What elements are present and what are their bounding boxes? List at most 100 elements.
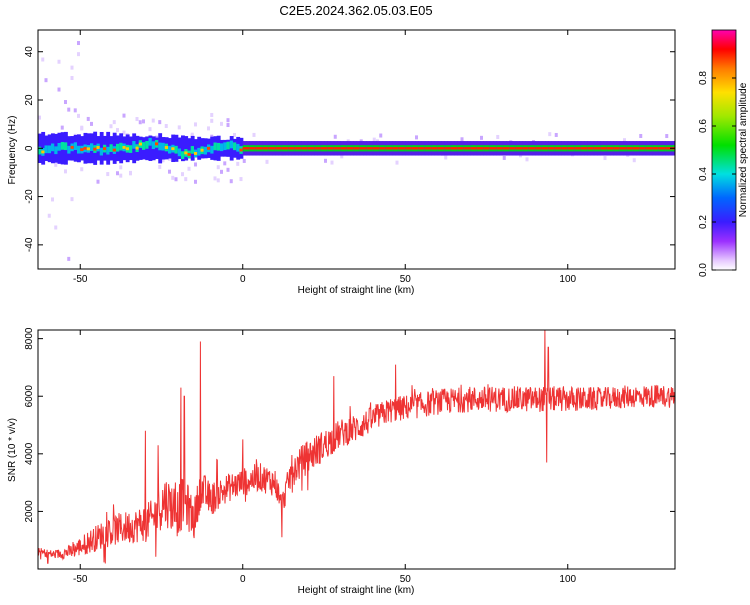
spectrogram-cell: [138, 136, 143, 160]
spectrogram-cell: [665, 134, 669, 139]
spectrogram-cell: [151, 118, 155, 123]
spectrogram-cell: [340, 147, 345, 150]
spectrogram-cell: [324, 147, 328, 150]
spectrogram-cell: [584, 147, 588, 150]
colorbar-label: Normalized spectral amplitude: [738, 82, 749, 217]
spectrogram-cell: [613, 147, 618, 150]
spectrogram-cell: [174, 177, 178, 182]
spectrogram-cell: [509, 147, 514, 150]
y-tick-label: 8000: [24, 327, 35, 350]
spectrogram-cell: [174, 145, 179, 154]
spectrogram-cell: [428, 147, 432, 150]
x-tick-label: 50: [400, 274, 412, 285]
spectrogram-cell: [246, 147, 250, 150]
spectrogram-cell: [402, 147, 406, 150]
spectrogram-cell: [41, 57, 45, 62]
spectrogram-cell: [119, 142, 124, 151]
spectrogram-cell: [38, 146, 42, 155]
x-tick-label: -50: [73, 274, 88, 285]
spectrogram-cell: [512, 147, 517, 150]
spectrogram-cell: [376, 147, 380, 150]
spectrogram-cell: [177, 137, 182, 160]
spectrogram-frame: [37, 29, 676, 270]
spectrogram-cell: [415, 135, 418, 140]
spectrogram-cell: [655, 147, 660, 150]
spectrogram-cell: [213, 142, 218, 151]
spectrogram-cell: [125, 147, 130, 151]
spectrogram-cell: [77, 41, 80, 46]
spectrogram-y-ticks: -40 -20 0 20 40: [24, 46, 675, 252]
spectrogram-cell: [340, 154, 344, 159]
spectrogram-cell: [480, 135, 483, 140]
spectrogram-cell: [220, 121, 223, 126]
spectrogram-cell: [395, 147, 400, 150]
spectrogram-cell: [83, 146, 88, 150]
spectrogram-cell: [164, 146, 169, 149]
spectrogram-cell: [109, 144, 114, 152]
spectrogram-cell: [77, 52, 80, 57]
spectrogram-cell: [142, 119, 145, 124]
snr-panel: -50 0 50 100 2000 4000 6000 8000 Height of str…: [7, 327, 676, 596]
spectrogram-cell: [649, 147, 653, 150]
y-tick-label: 2000: [24, 500, 35, 523]
spectrogram-cell: [528, 147, 533, 150]
spectrogram-cell: [168, 145, 172, 154]
spectrogram-cell: [359, 147, 364, 150]
spectrogram-cell: [255, 147, 260, 150]
spectrogram-cell: [548, 147, 553, 150]
spectrogram-cell: [116, 143, 120, 152]
spectrogram-cell: [145, 141, 150, 149]
colorbar-tick-label: 0.6: [698, 119, 709, 133]
x-tick-label: -50: [73, 574, 88, 585]
spectrogram-cell: [203, 146, 208, 155]
spectrogram-cell: [184, 177, 188, 182]
spectrogram-cell: [525, 147, 530, 150]
spectrogram-cell: [51, 143, 55, 152]
spectrogram-cell: [558, 147, 562, 150]
spectrogram-cell: [444, 147, 449, 150]
spectrogram-cell: [268, 147, 273, 150]
spectrogram-cell: [70, 75, 74, 80]
spectrogram-cell: [610, 147, 614, 150]
spectrogram-cell: [57, 59, 61, 64]
spectrogram-cell: [320, 147, 325, 150]
spectrogram-cell: [535, 147, 540, 150]
spectrogram-x-ticks: -50 0 50 100: [73, 30, 577, 285]
spectrogram-cell: [281, 147, 286, 150]
spectrogram-cell: [184, 136, 189, 161]
spectrogram-cell: [210, 145, 215, 154]
spectrogram-cell: [642, 147, 647, 150]
spectrogram-cell: [252, 132, 256, 137]
spectrogram-cell: [226, 123, 230, 128]
spectrogram-cell: [473, 147, 478, 150]
spectrogram-cell: [639, 133, 643, 138]
spectrogram-cell: [54, 162, 58, 167]
spectrogram-cell: [532, 147, 536, 150]
spectrogram-cell: [460, 147, 465, 150]
x-tick-label: 0: [240, 274, 246, 285]
snr-y-ticks: 2000 4000 6000 8000: [24, 327, 675, 523]
y-tick-label: 0: [24, 145, 35, 151]
spectrogram-cell: [226, 118, 230, 123]
spectrogram-cell: [541, 147, 546, 150]
spectrogram-cell: [239, 177, 243, 182]
spectrogram-cell: [496, 147, 501, 150]
spectrogram-cell: [96, 146, 101, 149]
spectrogram-cell: [395, 160, 399, 165]
spectrogram-cell: [194, 179, 197, 184]
spectrogram-cell: [132, 141, 137, 149]
spectrogram-cell: [502, 147, 507, 150]
spectrogram-cell: [363, 147, 367, 150]
spectrogram-cell: [577, 147, 582, 150]
spectrogram-cell: [548, 132, 552, 137]
spectrogram-cell: [177, 125, 181, 130]
spectrogram-cell: [652, 147, 657, 150]
x-tick-label: 50: [400, 574, 412, 585]
y-tick-label: -20: [24, 189, 35, 204]
spectrogram-cell: [418, 147, 423, 150]
colorbar-gradient: [711, 29, 737, 271]
spectrogram-cell: [597, 147, 601, 150]
spectrogram-cell: [629, 147, 634, 150]
spectrogram-cell: [525, 157, 529, 162]
